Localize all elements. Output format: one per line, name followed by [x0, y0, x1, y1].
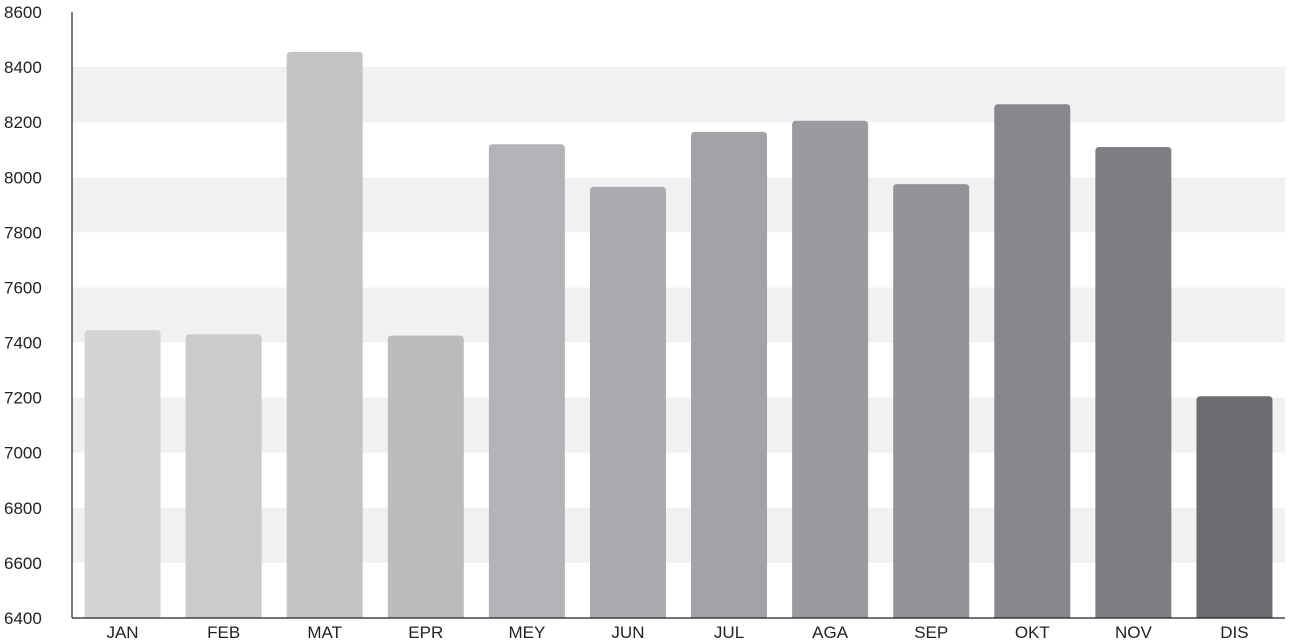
grid-band — [72, 507, 1285, 563]
x-tick-label-aga: AGA — [812, 623, 849, 642]
y-tick-label: 7800 — [4, 223, 42, 242]
bar-sep — [893, 184, 970, 618]
y-tick-label: 6600 — [4, 554, 42, 573]
bar-jun — [589, 186, 666, 618]
y-tick-label: 8400 — [4, 58, 42, 77]
bar-aga — [792, 120, 869, 619]
x-tick-label-feb: FEB — [207, 623, 240, 642]
grid-bands — [72, 67, 1285, 563]
x-tick-label-jan: JAN — [106, 623, 138, 642]
bar-okt — [994, 104, 1071, 618]
x-tick-label-epr: EPR — [408, 623, 443, 642]
bar-epr — [387, 335, 464, 618]
x-tick-label-mat: MAT — [307, 623, 342, 642]
grid-band — [72, 67, 1285, 123]
x-tick-label-dis: DIS — [1220, 623, 1248, 642]
bar-feb — [185, 334, 262, 618]
y-tick-label: 7000 — [4, 444, 42, 463]
y-tick-label: 7200 — [4, 389, 42, 408]
bar-mat — [286, 51, 363, 618]
axes — [71, 12, 1285, 619]
grid-band — [72, 287, 1285, 343]
y-tick-label: 6800 — [4, 499, 42, 518]
x-tick-label-okt: OKT — [1015, 623, 1050, 642]
x-tick-label-mey: MEY — [508, 623, 545, 642]
y-tick-label: 6400 — [4, 609, 42, 628]
y-tick-label: 8000 — [4, 168, 42, 187]
y-tick-label: 7600 — [4, 278, 42, 297]
grid-band — [72, 397, 1285, 453]
bar-mey — [488, 144, 565, 618]
x-tick-label-sep: SEP — [914, 623, 948, 642]
y-tick-label: 8200 — [4, 113, 42, 132]
x-tick-label-jun: JUN — [611, 623, 644, 642]
grid-band — [72, 177, 1285, 233]
x-tick-label-jul: JUL — [714, 623, 744, 642]
y-tick-label: 8600 — [4, 3, 42, 22]
y-axis-ticks: 6400 6600 6800 7000 7200 7400 7600 7800 8000 8200… — [4, 3, 42, 628]
x-tick-label-nov: NOV — [1115, 623, 1153, 642]
bar-nov — [1095, 146, 1172, 619]
bar-jul — [691, 131, 768, 618]
bar-jan — [84, 330, 161, 618]
x-axis-labels: JAN FEB MAT EPR MEY JUN JUL AGA SEP OKT NOV DIS — [106, 623, 1248, 642]
bars — [84, 51, 1273, 619]
y-tick-label: 7400 — [4, 334, 42, 353]
bar-dis — [1196, 396, 1273, 618]
